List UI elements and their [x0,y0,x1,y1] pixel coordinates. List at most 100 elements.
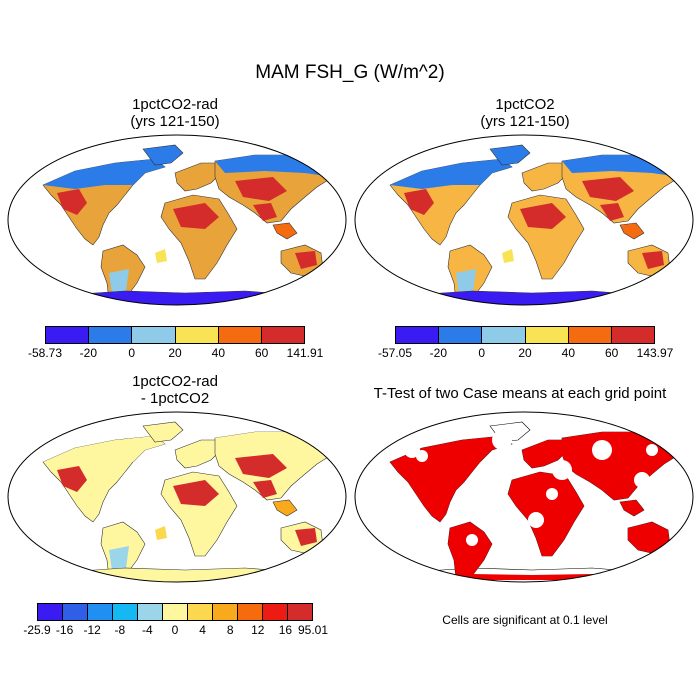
continent-southeast-asia [619,222,645,240]
region-hot-anomaly [520,203,566,229]
colorbar-tick-label: 143.97 [636,346,674,360]
colorbar-swatch [288,604,312,620]
colorbar-swatch [482,327,526,343]
non-significant-gap [404,442,420,458]
colorbar-tick-label: 0 [478,346,485,360]
non-significant-gap [492,430,512,450]
colorbar-tick-label: 60 [254,346,269,360]
map-panel-4 [354,411,694,583]
colorbar-swatch [238,604,263,620]
region-hot-anomaly [235,454,287,478]
colorbar-tick-label: 40 [561,346,576,360]
figure-title: MAM FSH_G (W/m^2) [255,62,445,83]
colorbar-tick-label: 16 [278,623,293,637]
colorbar-tick-label: -57.05 [377,346,413,360]
colorbar-swatch [525,327,569,343]
significant-region-seasia [620,500,644,516]
colorbar-swatch [188,604,213,620]
map-panel-1 [7,134,347,306]
region-moderate-anomaly [502,249,514,263]
colorbar-panel-3 [37,603,313,621]
map-frame [7,411,347,583]
continent-southeast-asia [272,222,298,240]
map-panel-3 [7,411,347,583]
panel-2-title-line1: 1pctCO2 [495,96,555,113]
colorbar-tick-label: 95.01 [297,623,329,637]
colorbar-tick-label: -4 [142,623,153,637]
region-hot-anomaly [253,480,277,498]
colorbar-tick-label: 40 [211,346,226,360]
colorbar-tick-label: 60 [604,346,619,360]
colorbar-swatch [568,327,612,343]
colorbar-tick-label: -8 [114,623,126,637]
region-hot-anomaly [253,203,277,221]
colorbar-panel-2 [395,326,655,344]
continent-europe [521,162,569,192]
colorbar-tick-label: 4 [199,623,206,637]
panel-2-title-line2: (yrs 121-150) [480,113,570,130]
colorbar-tick-label: 20 [518,346,532,360]
region-moderate-anomaly [155,526,167,540]
colorbar-tick-label: 12 [251,623,265,637]
region-hot-anomaly [600,203,624,221]
region-high-latitude-north-america [390,159,512,189]
continent-greenland [142,421,184,443]
colorbar-swatch [263,604,288,620]
colorbar-tick-label: 0 [171,623,179,637]
significant-region-asia [562,432,682,500]
colorbar-swatch [611,327,655,343]
colorbar-tick-label: 8 [226,623,234,637]
significant-region-antarctica [412,574,632,580]
significant-region-australia [628,522,670,554]
region-hot-anomaly [295,528,317,546]
region-hot-anomaly [235,177,287,201]
region-hot-anomaly [57,466,87,492]
region-moderate-anomaly [155,249,167,263]
region-hot-anomaly [57,189,87,215]
colorbar-swatch [213,604,238,620]
panel-4-title: T-Test of two Case means at each grid po… [373,385,667,402]
panel-1-title-line1: 1pctCO2-rad [132,96,218,113]
significance-note: Cells are significant at 0.1 level [442,613,608,627]
colorbar-swatch [439,327,483,343]
region-high-latitude-north-america [43,436,165,466]
continent-europe [174,162,222,192]
colorbar-tick-label: 0 [128,346,135,360]
region-hot-anomaly [404,189,434,215]
map-panel-2 [354,134,694,306]
non-significant-gap [466,534,478,546]
colorbar-tick-label: 20 [168,346,182,360]
non-significant-gap [546,488,558,500]
region-hot-anomaly [642,251,664,269]
colorbar-swatch [138,604,163,620]
colorbar-labels-panel-1: -58.73 -20 0 20 40 60 141.91 [28,346,323,362]
colorbar-swatch [46,327,90,343]
panel-1-title: 1pctCO2-rad (yrs 121-150) [45,96,305,130]
non-significant-gap [592,440,612,460]
non-significant-gap [646,444,658,456]
region-high-latitude-north-america [43,159,165,189]
colorbar-swatch [132,327,176,343]
map-frame [7,134,347,306]
continent-greenland [142,144,184,166]
significant-region-africa [508,472,584,556]
non-significant-gap [634,472,650,488]
panel-3-title-line2: - 1pctCO2 [140,390,210,407]
colorbar-swatch [261,327,305,343]
colorbar-swatch [88,604,113,620]
colorbar-tick-label: -20 [79,346,97,360]
colorbar-tick-label: -20 [429,346,447,360]
panel-1-title-line2: (yrs 121-150) [130,113,220,130]
colorbar-swatch [63,604,88,620]
region-hot-anomaly [295,251,317,269]
colorbar-panel-1 [45,326,305,344]
map-frame [354,134,694,306]
colorbar-tick-label: -58.73 [27,346,63,360]
significant-region-southAmerica [448,522,492,582]
non-significant-gap [552,460,572,480]
map-frame [354,411,694,583]
panel-2-title: 1pctCO2 (yrs 121-150) [395,96,655,130]
region-hot-anomaly [173,203,219,229]
colorbar-swatch [396,327,440,343]
colorbar-tick-label: 141.91 [286,346,324,360]
